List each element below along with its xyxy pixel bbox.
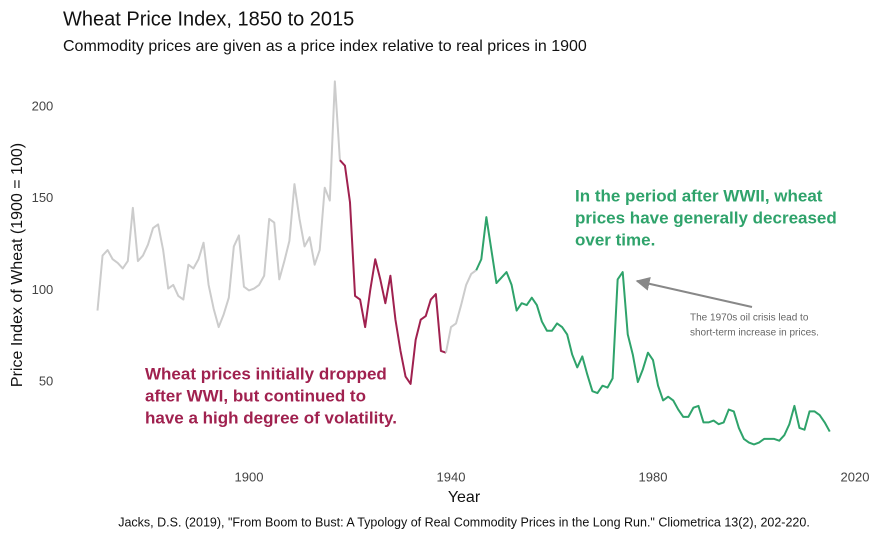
annotation-line: In the period after WWII, wheat xyxy=(575,186,823,205)
y-tick-label: 50 xyxy=(39,374,53,389)
annotation-line: over time. xyxy=(575,230,655,249)
y-tick-label: 100 xyxy=(32,282,54,297)
annotation-line: The 1970s oil crisis lead to xyxy=(690,313,809,324)
chart-subtitle: Commodity prices are given as a price in… xyxy=(63,38,587,55)
source: Jacks, D.S. (2019), "From Boom to Bust: … xyxy=(118,515,810,529)
data-line xyxy=(475,216,831,446)
data-line xyxy=(339,159,447,385)
annotation: Wheat prices initially dropped after WWI… xyxy=(145,364,397,427)
chart-title: Wheat Price Index, 1850 to 2015 xyxy=(63,8,354,30)
annotation: The 1970s oil crisis lead to short-term … xyxy=(635,276,819,339)
annotation-line: after WWI, but continued to xyxy=(145,386,366,405)
x-tick-label: 1980 xyxy=(639,469,668,484)
y-tick-label: 200 xyxy=(32,99,54,114)
y-tick-label: 150 xyxy=(32,190,54,205)
y-axis-label: Price Index of Wheat (1900 = 100) xyxy=(9,143,26,387)
annotation-line: have a high degree of volatility. xyxy=(145,408,397,427)
x-tick-label: 1900 xyxy=(235,469,264,484)
x-tick-label: 2020 xyxy=(841,469,870,484)
data-line xyxy=(444,269,477,353)
annotation-line: prices have generally decreased xyxy=(575,208,837,227)
annotation: In the period after WWII, wheat prices h… xyxy=(575,186,837,249)
annotation-line: short-term increase in prices. xyxy=(690,328,819,339)
x-tick-label: 1940 xyxy=(437,469,466,484)
annotation-line: Wheat prices initially dropped xyxy=(145,364,387,383)
x-axis-label: Year xyxy=(448,489,481,506)
data-line xyxy=(96,80,341,329)
annotation-arrow xyxy=(635,276,753,308)
